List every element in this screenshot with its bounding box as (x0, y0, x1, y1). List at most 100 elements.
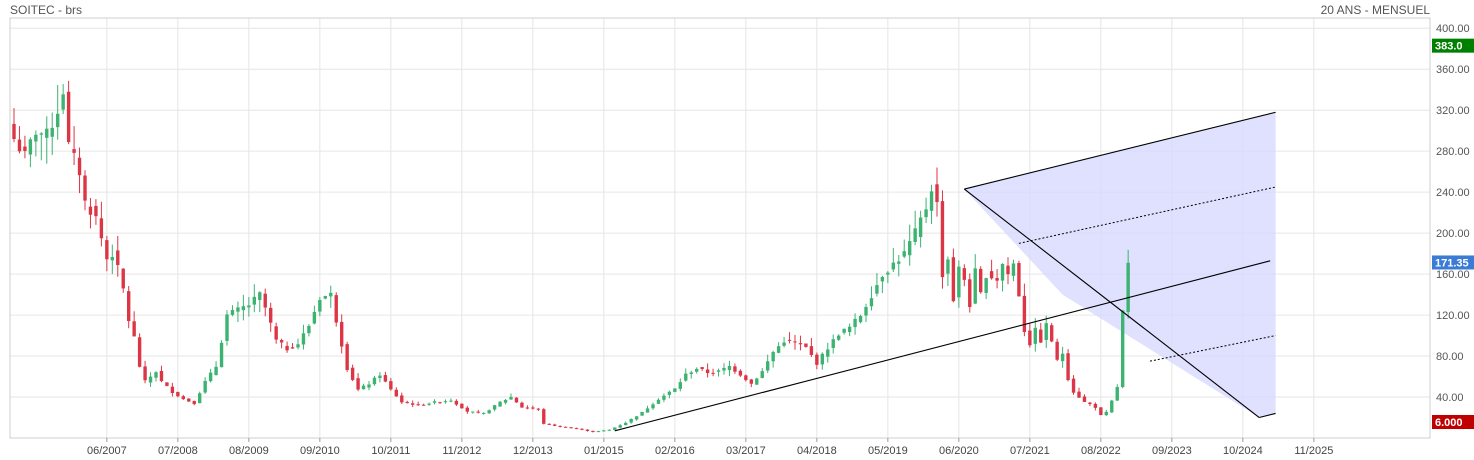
candle-up (891, 262, 896, 270)
candle-down (525, 407, 530, 409)
price-tag-box (1432, 415, 1474, 429)
candle-up (886, 272, 890, 275)
candle-up (918, 217, 923, 238)
candle-down (793, 341, 797, 343)
candle-down (285, 345, 289, 351)
candle-down (105, 240, 109, 260)
x-tick-label: 05/2019 (868, 445, 908, 457)
candle-down (334, 295, 338, 323)
candle-up (372, 377, 377, 385)
candle-up (258, 292, 262, 301)
candle-down (83, 175, 87, 201)
candle-up (61, 94, 65, 110)
candle-up (826, 349, 830, 357)
candle-down (1006, 265, 1010, 275)
candle-down (279, 340, 284, 343)
candle-up (443, 401, 448, 403)
candle-up (203, 380, 207, 393)
channel-upper-fill (964, 112, 1276, 295)
candle-down (711, 372, 715, 374)
x-tick-label: 10/2024 (1223, 445, 1263, 457)
candle-down (274, 326, 278, 340)
candle-down (94, 205, 98, 217)
candle-down (421, 404, 426, 406)
candle-down (476, 411, 480, 413)
candle-down (159, 370, 164, 382)
candle-up (318, 300, 322, 312)
candle-down (400, 395, 404, 403)
candle-down (1028, 330, 1032, 346)
candle-up (629, 419, 633, 423)
candle-down (536, 408, 541, 410)
candle-up (197, 393, 202, 404)
candle-up (836, 335, 841, 340)
candle-up (760, 371, 764, 378)
candle-up (771, 351, 775, 362)
channel-lower-fill (1062, 260, 1276, 418)
candle-down (968, 279, 972, 308)
candle-down (339, 321, 344, 347)
candle-up (252, 296, 257, 305)
candle-up (929, 191, 934, 211)
candle-up (219, 342, 224, 368)
channel-area (964, 112, 1276, 418)
x-tick-label: 08/2022 (1081, 445, 1121, 457)
candle-up (230, 309, 235, 315)
candle-up (367, 384, 371, 388)
candle-up (247, 305, 251, 308)
candle-down (804, 343, 808, 347)
candle-down (962, 268, 967, 280)
x-tick-label: 07/2021 (1010, 445, 1050, 457)
candle-down (116, 250, 120, 266)
candle-down (815, 354, 819, 365)
candle-up (296, 344, 300, 348)
candle-up (312, 312, 317, 324)
x-tick-label: 09/2023 (1152, 445, 1192, 457)
candle-down (542, 409, 546, 424)
instrument-title: SOITEC - brs (10, 3, 83, 17)
candle-up (673, 388, 677, 392)
y-tick-label: 160.00 (1436, 269, 1470, 281)
candle-down (137, 337, 142, 367)
candle-down (143, 366, 147, 381)
candle-up (716, 370, 721, 372)
x-tick-label: 02/2016 (655, 445, 695, 457)
candle-down (350, 367, 355, 380)
x-tick-label: 08/2009 (229, 445, 269, 457)
candle-up (498, 401, 502, 407)
price-tag-label: 171.35 (1435, 257, 1469, 269)
candle-down (389, 381, 393, 390)
candle-down (787, 339, 792, 341)
candle-down (345, 344, 349, 370)
y-tick-label: 240.00 (1436, 187, 1470, 199)
candle-down (99, 218, 104, 239)
candles (12, 80, 1130, 433)
candle-down (574, 428, 579, 430)
candle-down (88, 206, 93, 215)
candle-up (323, 296, 328, 299)
candle-up (492, 405, 497, 410)
candle-down (17, 139, 22, 152)
candle-down (558, 425, 562, 427)
candle-down (460, 403, 464, 409)
candle-down (951, 257, 956, 302)
candle-down (72, 149, 76, 153)
price-tags: 383.0 171.35 6.000 (1432, 38, 1474, 429)
candle-down (12, 123, 16, 140)
candle-down (569, 427, 573, 429)
x-tick-label: 09/2010 (300, 445, 340, 457)
candle-up (776, 346, 781, 353)
candle-up (613, 427, 617, 430)
candle-down (798, 343, 803, 345)
candle-down (165, 382, 169, 386)
candle-up (957, 266, 961, 298)
candle-down (66, 91, 71, 143)
candle-up (39, 133, 44, 135)
candle-down (531, 407, 535, 409)
candle-up (154, 372, 158, 378)
x-axis: 06/2007 07/2008 08/2009 09/2010 10/2011 11/20… (87, 438, 1333, 457)
candle-up (924, 209, 928, 218)
candle-up (509, 396, 513, 400)
candle-down (192, 400, 196, 405)
